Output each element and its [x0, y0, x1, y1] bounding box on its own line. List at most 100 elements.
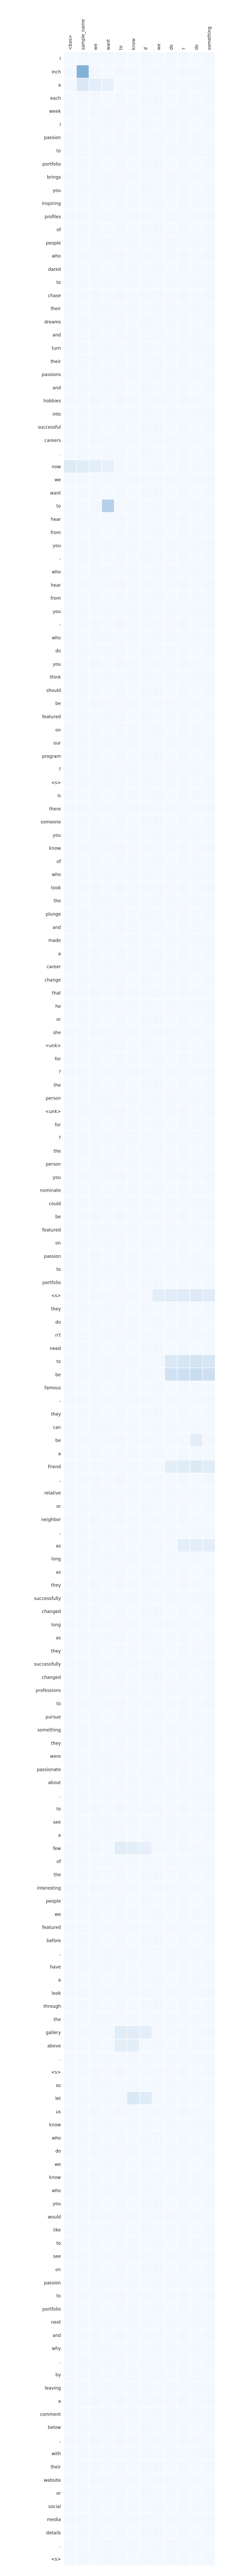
heatmap-cell	[190, 1157, 202, 1170]
heatmap-cell	[190, 1802, 202, 1815]
heatmap-cell	[139, 144, 152, 157]
heatmap-cell	[64, 1973, 76, 1986]
heatmap-cell	[64, 868, 76, 881]
heatmap-cell	[165, 2131, 177, 2144]
y-tick-label: to	[56, 1359, 61, 1365]
heatmap-cell	[64, 526, 76, 539]
heatmap-cell	[177, 644, 190, 657]
heatmap-cell	[114, 131, 127, 144]
heatmap-cell	[114, 1973, 127, 1986]
heatmap-cell	[152, 210, 164, 223]
heatmap-cell	[165, 2355, 177, 2368]
heatmap-cell	[114, 447, 127, 460]
heatmap-cell	[202, 1907, 215, 1920]
heatmap-cell	[190, 1815, 202, 1829]
heatmap-cell	[101, 2381, 114, 2394]
heatmap-cell	[114, 1236, 127, 1249]
heatmap-cell	[64, 420, 76, 433]
heatmap-cell	[76, 52, 89, 65]
heatmap-cell	[127, 2394, 139, 2407]
heatmap-cell	[76, 276, 89, 289]
heatmap-cell	[177, 368, 190, 381]
heatmap-cell	[89, 1789, 101, 1802]
heatmap-cell	[202, 868, 215, 881]
heatmap-cell	[76, 1920, 89, 1934]
heatmap-cell	[76, 920, 89, 933]
heatmap-cell	[165, 236, 177, 249]
heatmap-cell	[177, 1276, 190, 1289]
heatmap-cell	[190, 328, 202, 341]
heatmap-cell	[139, 1525, 152, 1539]
heatmap-cell	[165, 1105, 177, 1118]
heatmap-cell	[152, 2105, 164, 2118]
heatmap-cell	[76, 973, 89, 986]
heatmap-cell	[127, 1328, 139, 1342]
heatmap-cell	[165, 1934, 177, 1947]
heatmap-cell	[139, 1855, 152, 1868]
heatmap-cell	[190, 1736, 202, 1749]
heatmap-cell	[139, 2157, 152, 2170]
heatmap-cell	[152, 1868, 164, 1881]
heatmap-cell	[64, 1829, 76, 1842]
heatmap-cell	[139, 1802, 152, 1815]
heatmap-cell	[114, 1762, 127, 1775]
y-tick-label: why	[52, 2346, 61, 2352]
heatmap-cell	[114, 723, 127, 736]
y-tick-label: were	[50, 1754, 61, 1759]
heatmap-cell	[114, 631, 127, 644]
heatmap-cell	[165, 1749, 177, 1762]
heatmap-cell	[127, 1670, 139, 1684]
heatmap-cell	[152, 526, 164, 539]
heatmap-cell	[202, 710, 215, 723]
heatmap-cell	[152, 1183, 164, 1197]
heatmap-cell	[89, 302, 101, 315]
heatmap-cell	[202, 157, 215, 170]
heatmap-cell	[177, 1289, 190, 1302]
heatmap-cell	[165, 289, 177, 302]
heatmap-cell	[202, 657, 215, 670]
heatmap-cell	[127, 1131, 139, 1144]
heatmap-cell	[190, 1210, 202, 1223]
heatmap-cell	[64, 2184, 76, 2197]
heatmap-cell	[101, 368, 114, 381]
heatmap-cell	[190, 183, 202, 196]
heatmap-cell	[139, 973, 152, 986]
heatmap-cell	[165, 2210, 177, 2223]
heatmap-cell	[177, 1039, 190, 1052]
heatmap-cell	[202, 1539, 215, 1552]
heatmap-cell	[89, 1381, 101, 1394]
heatmap-cell	[101, 2223, 114, 2236]
heatmap-cell	[89, 762, 101, 776]
heatmap-cell	[202, 2249, 215, 2262]
heatmap-cell	[202, 2552, 215, 2565]
heatmap-cell	[101, 2434, 114, 2447]
heatmap-cell	[127, 1710, 139, 1723]
heatmap-cell	[89, 1644, 101, 1657]
heatmap-cell	[190, 802, 202, 815]
y-tick-label: to	[56, 1807, 61, 1812]
heatmap-cell	[152, 723, 164, 736]
heatmap-cell	[64, 1842, 76, 1855]
heatmap-cell	[139, 605, 152, 618]
heatmap-cell	[89, 789, 101, 802]
heatmap-cells	[64, 52, 215, 2565]
heatmap-cell	[89, 1197, 101, 1210]
heatmap-cell	[177, 2368, 190, 2381]
heatmap-cell	[127, 1934, 139, 1947]
heatmap-cell	[76, 2131, 89, 2144]
heatmap-cell	[101, 447, 114, 460]
heatmap-cell	[101, 828, 114, 842]
heatmap-cell	[89, 605, 101, 618]
heatmap-cell	[64, 2170, 76, 2184]
heatmap-cell	[101, 2315, 114, 2329]
heatmap-cell	[76, 2368, 89, 2381]
y-tick-label: they	[51, 1412, 61, 1417]
y-tick-label: successfully	[34, 1662, 61, 1667]
heatmap-cell	[202, 1368, 215, 1381]
heatmap-cell	[177, 499, 190, 512]
heatmap-cell	[139, 1539, 152, 1552]
heatmap-cell	[190, 420, 202, 433]
heatmap-cell	[76, 710, 89, 723]
heatmap-cell	[64, 565, 76, 578]
heatmap-cell	[139, 2552, 152, 2565]
